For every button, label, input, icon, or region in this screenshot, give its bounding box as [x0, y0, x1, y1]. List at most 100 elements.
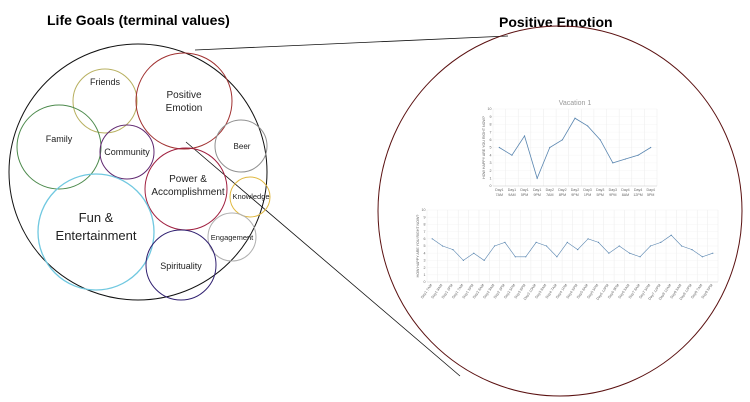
data-point — [681, 245, 683, 247]
x-tick-label: Day2 — [546, 188, 554, 192]
data-point — [577, 249, 579, 251]
y-tick-label: 1 — [490, 177, 492, 181]
x-tick-label: 9PM — [533, 193, 540, 197]
data-point — [712, 252, 714, 254]
data-point — [441, 245, 444, 247]
power-label-line1: Power & — [169, 174, 207, 185]
y-tick-label: 4 — [424, 251, 426, 255]
community-circle: Community — [99, 124, 155, 180]
y-tick-label: 5 — [424, 244, 426, 248]
data-point — [473, 252, 475, 254]
fun-label-line1: Fun & — [79, 210, 114, 225]
y-tick-label: 7 — [424, 230, 426, 234]
beer-circle: Beer — [214, 119, 268, 173]
data-point — [618, 245, 620, 247]
y-tick-label: 3 — [490, 161, 492, 165]
y-tick-label: 6 — [424, 237, 426, 241]
life-goals-heading: Life Goals (terminal values) — [47, 12, 230, 28]
power-accomplishment-circle: Power & Accomplishment — [144, 147, 228, 231]
x-tick-label: Day2 — [571, 188, 579, 192]
zoom-connector-top — [194, 35, 509, 51]
fun-label-line2: Entertainment — [56, 228, 137, 243]
friends-circle: Friends — [72, 68, 138, 134]
friends-label: Friends — [90, 77, 121, 87]
data-point — [566, 241, 568, 243]
engagement-circle: Engagement — [207, 212, 257, 262]
data-point — [431, 238, 433, 240]
data-point — [624, 158, 627, 160]
spirituality-circle: Spirituality — [145, 229, 217, 301]
x-tick-label: Day3 — [583, 188, 591, 192]
y-tick-label: 7 — [490, 130, 492, 134]
data-point — [525, 256, 527, 258]
series-line — [432, 234, 713, 261]
data-point — [587, 238, 589, 240]
x-tick-label: Day1 — [508, 188, 516, 192]
x-tick-label: Day3 — [609, 188, 617, 192]
x-tick-label: 8PM — [559, 193, 566, 197]
positive-emotion-zoom-circle — [377, 25, 743, 397]
y-tick-label: 0 — [424, 280, 426, 284]
x-tick-label: 7AM — [496, 193, 503, 197]
x-tick-label: 1PM — [584, 193, 591, 197]
y-axis-label: HOW HAPPY ARE YOU RIGHT NOW? — [482, 116, 486, 179]
data-point — [535, 241, 537, 243]
y-tick-label: 9 — [490, 115, 492, 119]
life-goals-outer-circle — [8, 43, 268, 301]
positive-emotion-circle: Positive Emotion — [135, 52, 233, 150]
data-point — [599, 139, 601, 141]
x-tick-label: 8AM — [622, 193, 629, 197]
x-tick-label: 5PM — [647, 193, 654, 197]
data-point — [629, 252, 631, 254]
y-tick-label: 0 — [490, 184, 492, 188]
data-point — [549, 146, 551, 149]
data-point — [523, 135, 526, 137]
data-point — [561, 139, 563, 141]
data-point — [452, 249, 454, 251]
y-tick-label: 1 — [424, 273, 426, 277]
data-point — [649, 245, 652, 247]
x-tick-label: Day1 — [520, 188, 528, 192]
x-tick-label: 5PM — [521, 193, 528, 197]
data-point — [462, 259, 464, 261]
y-tick-label: 3 — [424, 259, 426, 263]
data-point — [514, 256, 516, 258]
x-tick-label: Day2 — [558, 188, 566, 192]
family-circle: Family — [16, 104, 102, 190]
y-tick-label: 8 — [424, 223, 426, 227]
x-tick-label: Day1 — [533, 188, 541, 192]
vacation-chart: 0 1 2 3 4 5 6 7 8 9 10 HOW HAPPY ARE YOU RIGHT NOW?… — [482, 100, 658, 197]
data-point — [701, 256, 704, 258]
data-point — [639, 256, 641, 258]
engagement-label: Engagement — [211, 233, 254, 242]
x-tick-label: Day4 — [621, 188, 629, 192]
y-tick-label: 2 — [424, 266, 426, 270]
y-tick-label: 9 — [424, 215, 426, 219]
data-point — [574, 117, 576, 119]
data-point — [612, 162, 614, 164]
family-label: Family — [46, 134, 73, 144]
x-tick-label: Day1 — [495, 188, 503, 192]
series-line — [499, 117, 651, 180]
x-tick-label: 7AM — [546, 193, 553, 197]
data-point — [608, 252, 610, 254]
knowledge-label: Knowledge — [232, 192, 269, 201]
data-point — [511, 154, 513, 156]
data-point — [498, 146, 500, 149]
data-point — [493, 245, 496, 247]
zoom-connector-bottom — [185, 141, 461, 377]
y-tick-label: 6 — [490, 138, 492, 142]
x-tick-label: 9AM — [508, 193, 515, 197]
fun-entertainment-circle: Fun & Entertainment — [37, 173, 155, 291]
knowledge-circle: Knowledge — [229, 176, 271, 218]
data-point — [637, 154, 639, 156]
data-point — [545, 245, 548, 247]
chart-title: Vacation 1 — [559, 100, 592, 107]
community-label: Community — [104, 147, 150, 157]
y-tick-label: 2 — [490, 169, 492, 173]
x-tick-label: Day4 — [646, 188, 654, 192]
positive-emotion-heading: Positive Emotion — [499, 14, 613, 30]
data-point — [660, 241, 662, 243]
y-tick-label: 10 — [422, 208, 426, 212]
